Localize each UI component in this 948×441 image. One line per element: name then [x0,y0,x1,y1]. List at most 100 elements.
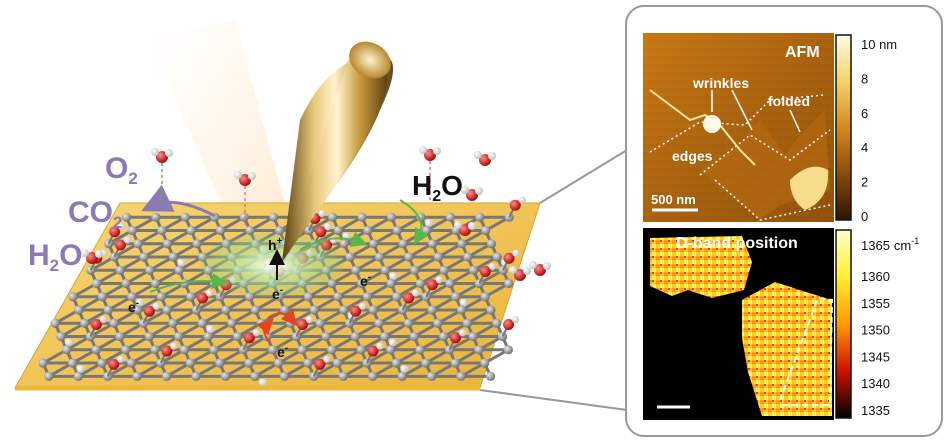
oxygen-atom [367,345,379,357]
oxygen-atom [296,319,308,331]
carbon-atom [44,371,54,381]
carbon-atom [421,358,431,368]
h2o-left-label: H2O [28,239,82,275]
carbon-atom [374,252,385,262]
oxygen-atom [243,332,255,344]
carbon-atom [162,305,172,315]
afm-tip [282,41,394,262]
carbon-atom [62,345,72,355]
hydrogen-atom [529,261,537,269]
carbon-atom [68,292,78,302]
hydrogen-atom [358,302,367,310]
carbon-atom [279,371,289,381]
carbon-atom [297,345,307,355]
carbon-atom [269,212,279,222]
hydrogen-atom [468,222,476,230]
raman-tick-label: 1340 [861,376,890,391]
hydrogen-atom [323,355,331,363]
afm-tick-label: 0 [861,209,868,224]
raman-flake-lower [742,282,832,416]
carbon-atom [504,278,514,289]
hydrogen-atom [318,209,326,218]
carbon-atom [380,331,390,342]
carbon-atom [221,305,231,315]
afm-tick-label: 8 [861,71,868,86]
oxygen-atom [479,266,491,277]
oxygen-atom [197,292,209,304]
hydrogen-atom [518,196,526,204]
carbon-atom [492,318,502,328]
carbon-atom [232,331,243,342]
carbon-atom [67,358,78,368]
oxygen-atom [459,224,471,236]
carbon-atom [157,225,167,236]
zoom-connector-bottom [479,389,628,411]
carbon-atom [410,265,420,275]
hydrogen-atom [64,338,73,347]
afm-wrinkle-pointer-2 [731,89,753,131]
carbon-atom [409,331,419,342]
afm-colorbar [835,34,852,221]
oxygen-atom [449,332,461,344]
oxygen-atom [108,358,120,370]
carbon-atom [450,358,460,368]
carbon-atom [73,371,83,381]
carbon-atom [145,265,155,275]
raman-tick-label: 1350 [861,323,890,338]
afm-dotted-outline-2 [699,129,831,176]
carbon-atom [250,305,261,315]
oxygen-atom [143,305,155,317]
oxygen-atom [350,305,362,317]
carbon-atom [362,292,372,302]
carbon-atom [427,305,437,315]
hydrogen-atom [206,325,215,334]
carbon-atom [127,292,137,302]
electron-right-label: e- [360,272,371,289]
afm-label-folded: folded [768,93,810,109]
carbon-atom [480,292,490,302]
carbon-atom [415,345,425,355]
raman-tick-label: 1345 [861,349,890,364]
hydrogen-atom [81,249,89,257]
carbon-atom [256,318,266,328]
carbon-atom [392,225,402,236]
carbon-atom [422,225,432,236]
carbon-atom [328,212,338,222]
carbon-atom [220,371,231,381]
hydrogen-atom [152,302,161,310]
hole-label: h+ [268,236,283,253]
carbon-atom [162,371,172,381]
carbon-atom [315,318,325,328]
hydrogen-atom [475,187,483,195]
carbon-atom [345,252,355,262]
carbon-atom [368,305,378,315]
water-arrow [399,199,429,245]
electron-bottom-label: e- [277,343,288,360]
hydrogen-atom [205,289,214,297]
carbon-atom [397,371,407,381]
oxygen-atom [424,149,436,161]
electron-path-right [299,231,368,251]
carbon-atom [321,331,331,342]
water-molecules [81,146,551,281]
carbon-atom [445,212,455,222]
hydrogen-atom [419,146,427,154]
carbon-atom [274,225,285,236]
carbon-atom [150,345,160,355]
hydrogen-atom [177,258,186,267]
hydrogen-atom [76,365,85,374]
hydrogen-atom [170,342,178,350]
carbon-atom [391,358,401,368]
oxygen-atom [86,252,98,264]
hydrogen-atom [509,266,517,274]
carbon-atom [74,305,84,315]
carbon-atom [327,345,337,355]
carbon-atom [168,252,178,262]
carbon-atom [203,331,213,342]
raman-tick-label: 1360 [861,269,890,284]
afm-colorbar-ticks: 10 nm 8 6 4 2 0 [861,37,897,224]
hydrogen-atom [435,276,443,284]
electron-path-bottom [267,308,298,327]
carbon-atom [481,225,491,236]
afm-fold [790,166,829,210]
